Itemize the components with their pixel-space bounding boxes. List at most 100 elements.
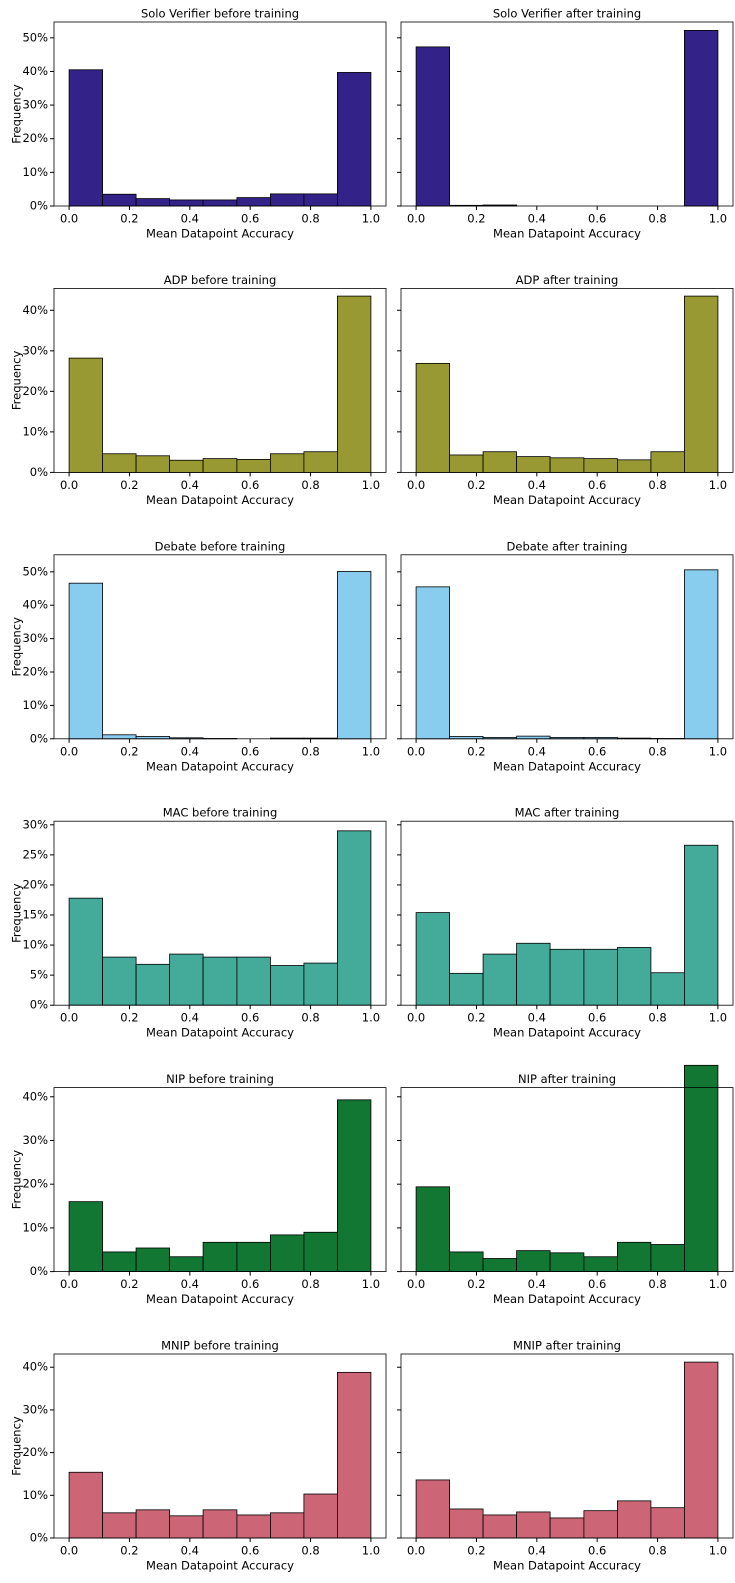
bar xyxy=(202,1509,238,1539)
bar xyxy=(337,830,372,1006)
x-axis-label: Mean Datapoint Accuracy xyxy=(146,1559,294,1573)
bar xyxy=(337,295,372,473)
x-tick-label: 1.0 xyxy=(709,212,727,226)
x-tick-label: 0.6 xyxy=(241,478,259,492)
x-tick-label: 0.2 xyxy=(120,744,138,758)
x-tick-label: 0.2 xyxy=(120,1011,138,1025)
x-tick-label: 0.0 xyxy=(407,1544,425,1558)
axes-frame xyxy=(53,820,387,1006)
bar xyxy=(482,1514,517,1539)
y-tick-label: 20% xyxy=(22,665,48,679)
bar xyxy=(684,295,719,473)
bar xyxy=(583,458,618,473)
bar xyxy=(516,735,551,740)
x-tick-label: 0.0 xyxy=(60,1011,78,1025)
x-tick-label: 0.0 xyxy=(407,478,425,492)
y-tick-label: 40% xyxy=(22,64,48,78)
x-tick-label: 0.2 xyxy=(467,1277,485,1291)
x-tick-label: 1.0 xyxy=(709,1277,727,1291)
bar xyxy=(135,198,170,207)
axes-frame xyxy=(400,820,734,1006)
bar xyxy=(415,362,450,473)
x-tick-label: 0.6 xyxy=(241,744,259,758)
bar xyxy=(415,586,450,740)
x-tick-label: 0.6 xyxy=(588,212,606,226)
y-tick-label: 50% xyxy=(22,30,48,44)
bar xyxy=(169,459,204,473)
y-tick-label: 40% xyxy=(22,303,48,317)
x-tick-label: 0.2 xyxy=(467,1011,485,1025)
bar xyxy=(684,1361,719,1539)
x-tick-label: 0.6 xyxy=(241,1277,259,1291)
x-tick-label: 1.0 xyxy=(362,744,380,758)
bar xyxy=(650,1507,685,1539)
x-tick-label: 0.2 xyxy=(120,478,138,492)
x-axis-label: Mean Datapoint Accuracy xyxy=(146,493,294,507)
bar xyxy=(303,962,338,1006)
bar xyxy=(449,972,484,1006)
bar xyxy=(482,953,517,1006)
y-tick-label: 40% xyxy=(22,598,48,612)
bar xyxy=(650,1244,685,1272)
x-tick-label: 0.2 xyxy=(120,1277,138,1291)
subplot-title: ADP before training xyxy=(164,273,277,287)
y-tick-label: 0% xyxy=(30,199,48,213)
bar xyxy=(169,199,204,207)
bar xyxy=(135,455,170,473)
bar xyxy=(516,1250,551,1272)
x-tick-label: 0.2 xyxy=(467,478,485,492)
y-tick-label: 5% xyxy=(30,968,48,982)
bar xyxy=(303,1231,338,1273)
x-tick-label: 0.8 xyxy=(648,478,666,492)
bar xyxy=(202,956,238,1006)
axes-frame xyxy=(53,21,387,207)
bar xyxy=(617,459,652,473)
x-tick-label: 0.8 xyxy=(648,1277,666,1291)
x-tick-label: 0.0 xyxy=(407,212,425,226)
bar xyxy=(583,1510,618,1539)
x-tick-label: 1.0 xyxy=(709,1011,727,1025)
bar xyxy=(684,569,719,740)
bar xyxy=(303,451,338,473)
bar xyxy=(102,1512,137,1539)
y-tick-label: 10% xyxy=(22,698,48,712)
x-tick-label: 0.0 xyxy=(60,1277,78,1291)
bar xyxy=(135,1247,170,1272)
x-tick-label: 0.6 xyxy=(241,1544,259,1558)
bar xyxy=(169,1256,204,1272)
x-tick-label: 0.4 xyxy=(181,478,199,492)
bar xyxy=(516,456,551,473)
x-tick-label: 0.6 xyxy=(588,478,606,492)
y-tick-label: 30% xyxy=(22,817,48,831)
x-tick-label: 0.4 xyxy=(181,1544,199,1558)
subplot-title: Solo Verifier before training xyxy=(141,7,299,21)
y-tick-label: 10% xyxy=(22,1220,48,1234)
axes-frame xyxy=(53,1087,387,1272)
x-axis-label: Mean Datapoint Accuracy xyxy=(493,227,641,241)
x-tick-label: 0.6 xyxy=(241,212,259,226)
bar xyxy=(270,1512,305,1539)
bar xyxy=(415,46,450,207)
bar xyxy=(68,897,103,1006)
x-tick-label: 0.4 xyxy=(181,1277,199,1291)
y-axis-label: Frequency xyxy=(10,1150,24,1210)
bar xyxy=(449,1508,484,1539)
axes-frame xyxy=(53,1353,387,1539)
x-tick-label: 0.8 xyxy=(301,212,319,226)
bar xyxy=(102,453,137,473)
bar xyxy=(549,1517,585,1539)
y-tick-label: 40% xyxy=(22,1089,48,1103)
x-tick-label: 0.0 xyxy=(407,1277,425,1291)
y-tick-label: 0% xyxy=(30,465,48,479)
bar xyxy=(169,1515,204,1539)
bar xyxy=(270,453,305,473)
y-axis-label: Frequency xyxy=(10,883,24,943)
bar xyxy=(415,912,450,1006)
x-tick-label: 1.0 xyxy=(709,1544,727,1558)
x-tick-label: 1.0 xyxy=(709,478,727,492)
bar xyxy=(684,30,719,207)
y-tick-label: 0% xyxy=(30,1531,48,1545)
x-tick-label: 0.4 xyxy=(528,478,546,492)
bar xyxy=(102,956,137,1006)
x-tick-label: 0.0 xyxy=(60,744,78,758)
